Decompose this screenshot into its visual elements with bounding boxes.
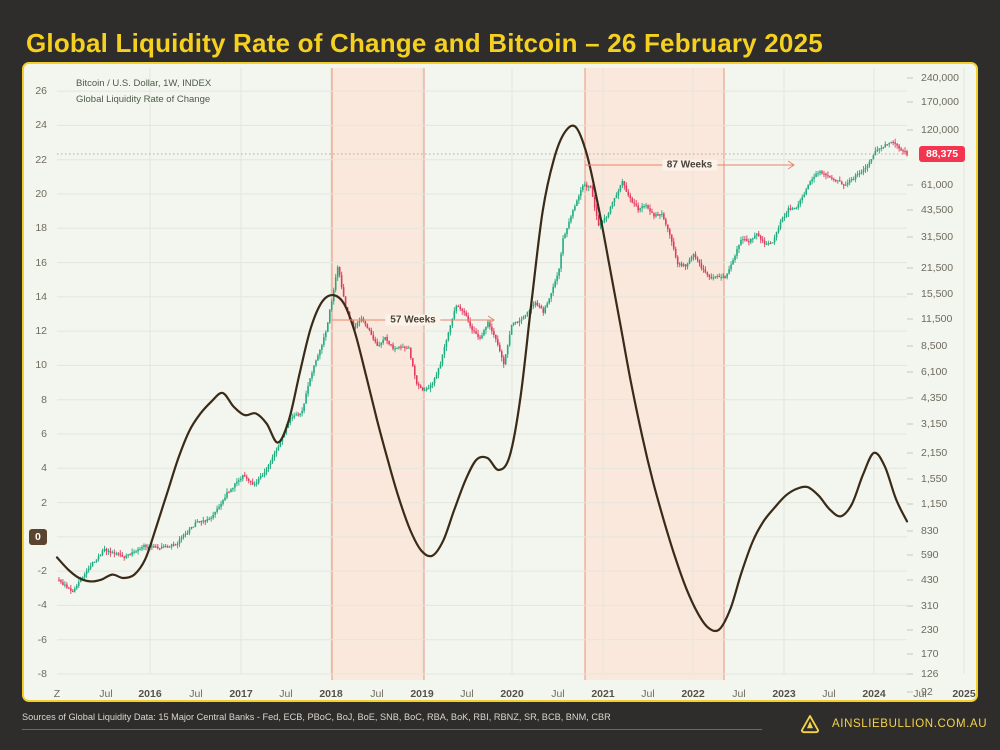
y-axis-left-tick: 8 [41,393,47,406]
x-axis-tick: 2016 [138,688,162,700]
y-axis-right-tick: 15,500 [921,288,954,300]
y-axis-right-tick: 3,150 [921,418,948,430]
y-axis-right-tick: 310 [921,600,939,612]
y-axis-right-tick: 230 [921,624,939,636]
y-axis-left-tick: 22 [35,153,47,166]
y-axis-left-tick: 26 [35,85,47,98]
y-axis-right-tick: 92 [921,686,933,698]
x-axis-tick: Jul [641,688,655,700]
y-axis-left-tick: 2 [41,496,47,509]
y-axis-right-tick: 61,000 [921,179,954,191]
legend-item-liquidity: Global Liquidity Rate of Change [76,94,211,105]
x-axis-tick: 2022 [681,688,705,700]
x-axis-tick: 2021 [591,688,615,700]
x-axis-tick: Jul [732,688,746,700]
y-axis-left-tick: 20 [35,188,47,200]
chart-canvas [24,64,976,700]
y-axis-right-tick: 6,100 [921,366,948,378]
y-axis-right-tick: 21,500 [921,262,954,274]
page-title: Global Liquidity Rate of Change and Bitc… [26,28,823,58]
y-axis-left-tick: 10 [35,359,47,372]
y-axis-left-tick: -8 [37,668,47,680]
y-axis-left-tick: 14 [35,290,47,303]
x-axis-tick: 2025 [952,688,976,700]
x-axis-tick: Z [53,688,61,700]
chart-legend: Bitcoin / U.S. Dollar, 1W, INDEX Global … [76,76,211,108]
footer-sources: Sources of Global Liquidity Data: 15 Maj… [22,712,611,722]
x-axis-tick: 2019 [410,688,434,700]
x-axis-tick: 2018 [319,688,343,700]
ainslie-triangle-a-icon [800,715,820,734]
y-axis-right-tick: 1,550 [921,473,948,485]
x-axis-tick: Jul [460,688,474,700]
x-axis-tick: Jul [99,688,113,700]
x-axis-tick: 2024 [862,688,886,700]
annotation-label: 57 Weeks [385,314,441,326]
y-axis-right-tick: 31,500 [921,231,954,243]
y-axis-right-tick: 830 [921,525,939,537]
y-axis-right-tick: 430 [921,574,939,586]
y-axis-left-tick: 24 [35,119,47,132]
y-axis-right-tick: 240,000 [921,72,959,84]
annotation-label: 87 Weeks [661,159,718,171]
y-axis-left-tick: -2 [37,565,47,578]
footer: Sources of Global Liquidity Data: 15 Maj… [0,702,1000,750]
x-axis-tick: Jul [279,688,293,700]
y-axis-right-tick: 4,350 [921,392,948,404]
x-axis-tick: Jul [189,688,203,700]
x-axis-tick: Jul [370,688,384,700]
plot-area: 26 24 22 20 18 16 14 12 10 8 6 4 2 0 -2 -4 -6 -8 240,000 17… [24,64,976,700]
brand-url: AINSLIEBULLION.COM.AU [832,718,988,730]
y-axis-right-tick: 11,500 [921,313,953,325]
y-axis-right-tick: 2,150 [921,447,948,459]
y-axis-right-tick: 43,500 [921,204,954,216]
y-axis-left-tick: 6 [41,428,47,440]
x-axis-tick: 2017 [229,688,253,700]
y-axis-right-tick: 120,000 [921,124,959,136]
legend-item-bitcoin: Bitcoin / U.S. Dollar, 1W, INDEX [76,78,212,89]
y-axis-left-tick: -6 [37,633,47,646]
y-axis-left-tick: -4 [37,599,47,612]
y-axis-right-tick: 170 [921,648,939,660]
y-axis-left-tick: 18 [35,222,47,235]
y-axis-left-tick: 4 [41,462,47,475]
y-axis-right-current-price[interactable]: 88,375 [919,146,966,162]
x-axis-tick: 2023 [772,688,796,700]
brand-block[interactable]: AINSLIEBULLION.COM.AU [800,713,987,735]
x-axis-tick: 2020 [500,688,524,700]
y-axis-right-tick: 1,150 [921,498,948,510]
y-axis-right-tick: 8,500 [921,340,948,352]
y-axis-right-tick: 170,000 [921,96,959,108]
chart-panel: Bitcoin / U.S. Dollar, 1W, INDEX Global … [22,62,978,702]
x-axis-tick: Jul [551,688,565,700]
y-axis-right-tick: 126 [921,668,939,680]
x-axis-tick: Jul [913,688,927,700]
y-axis-left-tick: 12 [35,325,47,338]
y-axis-right-tick: 590 [921,549,939,561]
x-axis-tick: Jul [822,688,836,700]
y-axis-left-tick: 16 [35,256,47,269]
footer-divider [22,729,762,730]
y-axis-left-current-value: 0 [29,528,47,545]
